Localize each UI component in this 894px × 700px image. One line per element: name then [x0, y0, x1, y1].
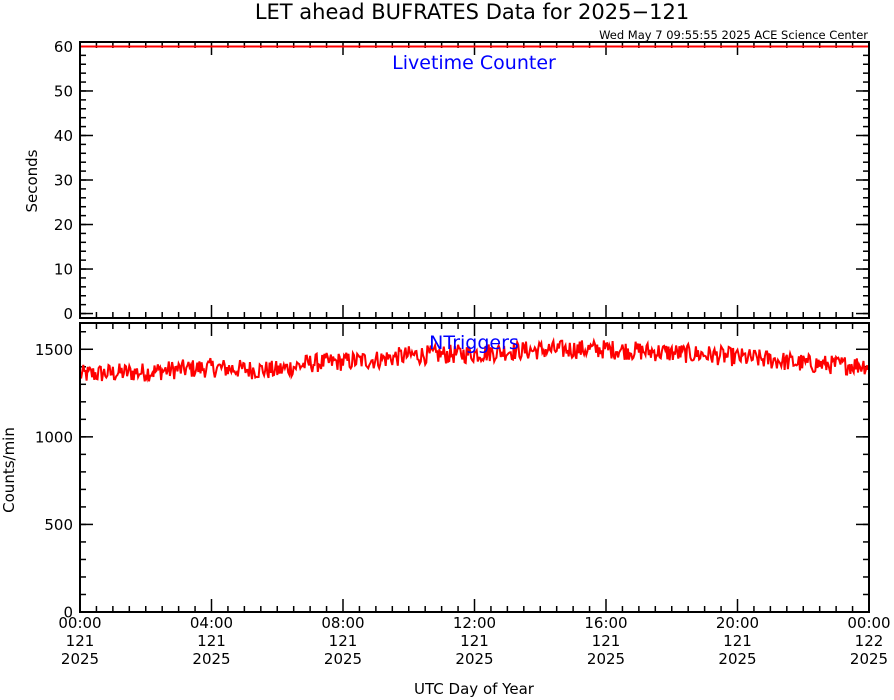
bottom-y-tick-label: 0	[63, 604, 73, 622]
x-tick-label: 00:00	[58, 614, 101, 632]
chart-title: LET ahead BUFRATES Data for 2025−121	[255, 0, 689, 24]
top-y-tick-label: 30	[54, 172, 73, 190]
x-tick-label: 2025	[718, 650, 756, 668]
x-tick-label: 2025	[455, 650, 493, 668]
x-tick-label: 2025	[61, 650, 99, 668]
x-tick-label: 121	[329, 632, 358, 650]
x-tick-labels: 00:00121202504:00121202508:00121202512:0…	[58, 614, 890, 668]
top-panel-frame	[79, 41, 870, 319]
x-axis-label: UTC Day of Year	[414, 680, 535, 698]
x-tick-label: 04:00	[190, 614, 233, 632]
x-tick-label: 16:00	[584, 614, 627, 632]
x-tick-label: 121	[723, 632, 752, 650]
top-y-tick-label: 10	[54, 261, 73, 279]
x-tick-label: 122	[855, 632, 884, 650]
x-tick-label: 00:00	[847, 614, 890, 632]
bottom-panel-frame	[79, 322, 870, 613]
top-y-tick-label: 40	[54, 127, 73, 145]
x-tick-label: 2025	[587, 650, 625, 668]
x-tick-label: 12:00	[453, 614, 496, 632]
ntriggers-series-line	[79, 336, 870, 383]
livetime-panel-label: Livetime Counter	[392, 52, 556, 74]
top-y-axis-label: Seconds	[23, 149, 41, 212]
top-y-tick-label: 60	[54, 38, 73, 56]
ntriggers-panel-label: NTriggers	[429, 332, 519, 354]
x-tick-label: 121	[197, 632, 226, 650]
x-tick-label: 20:00	[716, 614, 759, 632]
top-panel: 0 10 20 30 40 50 60 Livetime Counter Seconds	[23, 38, 870, 323]
bottom-y-tick-label: 500	[44, 516, 73, 534]
top-panel-ticks: 0 10 20 30 40 50 60	[54, 38, 870, 323]
x-tick-label: 121	[66, 632, 95, 650]
top-y-tick-label: 50	[54, 82, 73, 100]
x-tick-label: 121	[592, 632, 621, 650]
x-tick-label: 2025	[324, 650, 362, 668]
top-y-tick-label: 0	[63, 305, 73, 323]
bottom-y-tick-label: 1000	[35, 428, 73, 446]
top-y-tick-label: 20	[54, 216, 73, 234]
bottom-y-tick-label: 1500	[35, 341, 73, 359]
generation-timestamp: Wed May 7 09:55:55 2025 ACE Science Cent…	[599, 28, 868, 42]
x-tick-label: 2025	[850, 650, 888, 668]
x-tick-label: 2025	[192, 650, 230, 668]
x-tick-label: 121	[460, 632, 489, 650]
bottom-y-axis-label: Counts/min	[0, 427, 18, 513]
x-tick-label: 08:00	[321, 614, 364, 632]
